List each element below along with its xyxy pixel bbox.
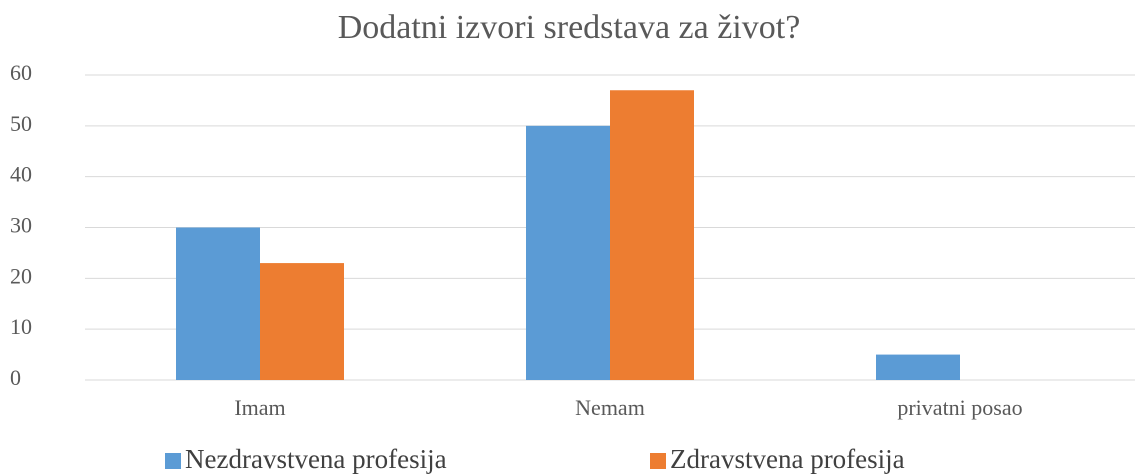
bar [876,354,960,380]
legend-swatch [650,453,666,469]
bar [610,90,694,380]
x-tick-label: Imam [234,395,285,420]
legend-label: Nezdravstvena profesija [185,444,447,474]
legend-label: Zdravstvena profesija [670,444,905,474]
x-tick-label: privatni posao [897,395,1022,420]
bar [526,125,610,380]
bar [260,263,344,380]
y-tick-label: 40 [10,162,32,187]
y-tick-label: 20 [10,263,32,288]
bar [176,227,260,380]
y-tick-label: 30 [10,213,32,238]
y-tick-label: 60 [10,60,32,85]
legend-swatch [165,453,181,469]
y-tick-label: 50 [10,111,32,136]
x-tick-label: Nemam [575,395,645,420]
chart-title: Dodatni izvori sredstava za život? [338,9,801,46]
y-tick-label: 0 [10,365,21,390]
y-tick-label: 10 [10,314,32,339]
